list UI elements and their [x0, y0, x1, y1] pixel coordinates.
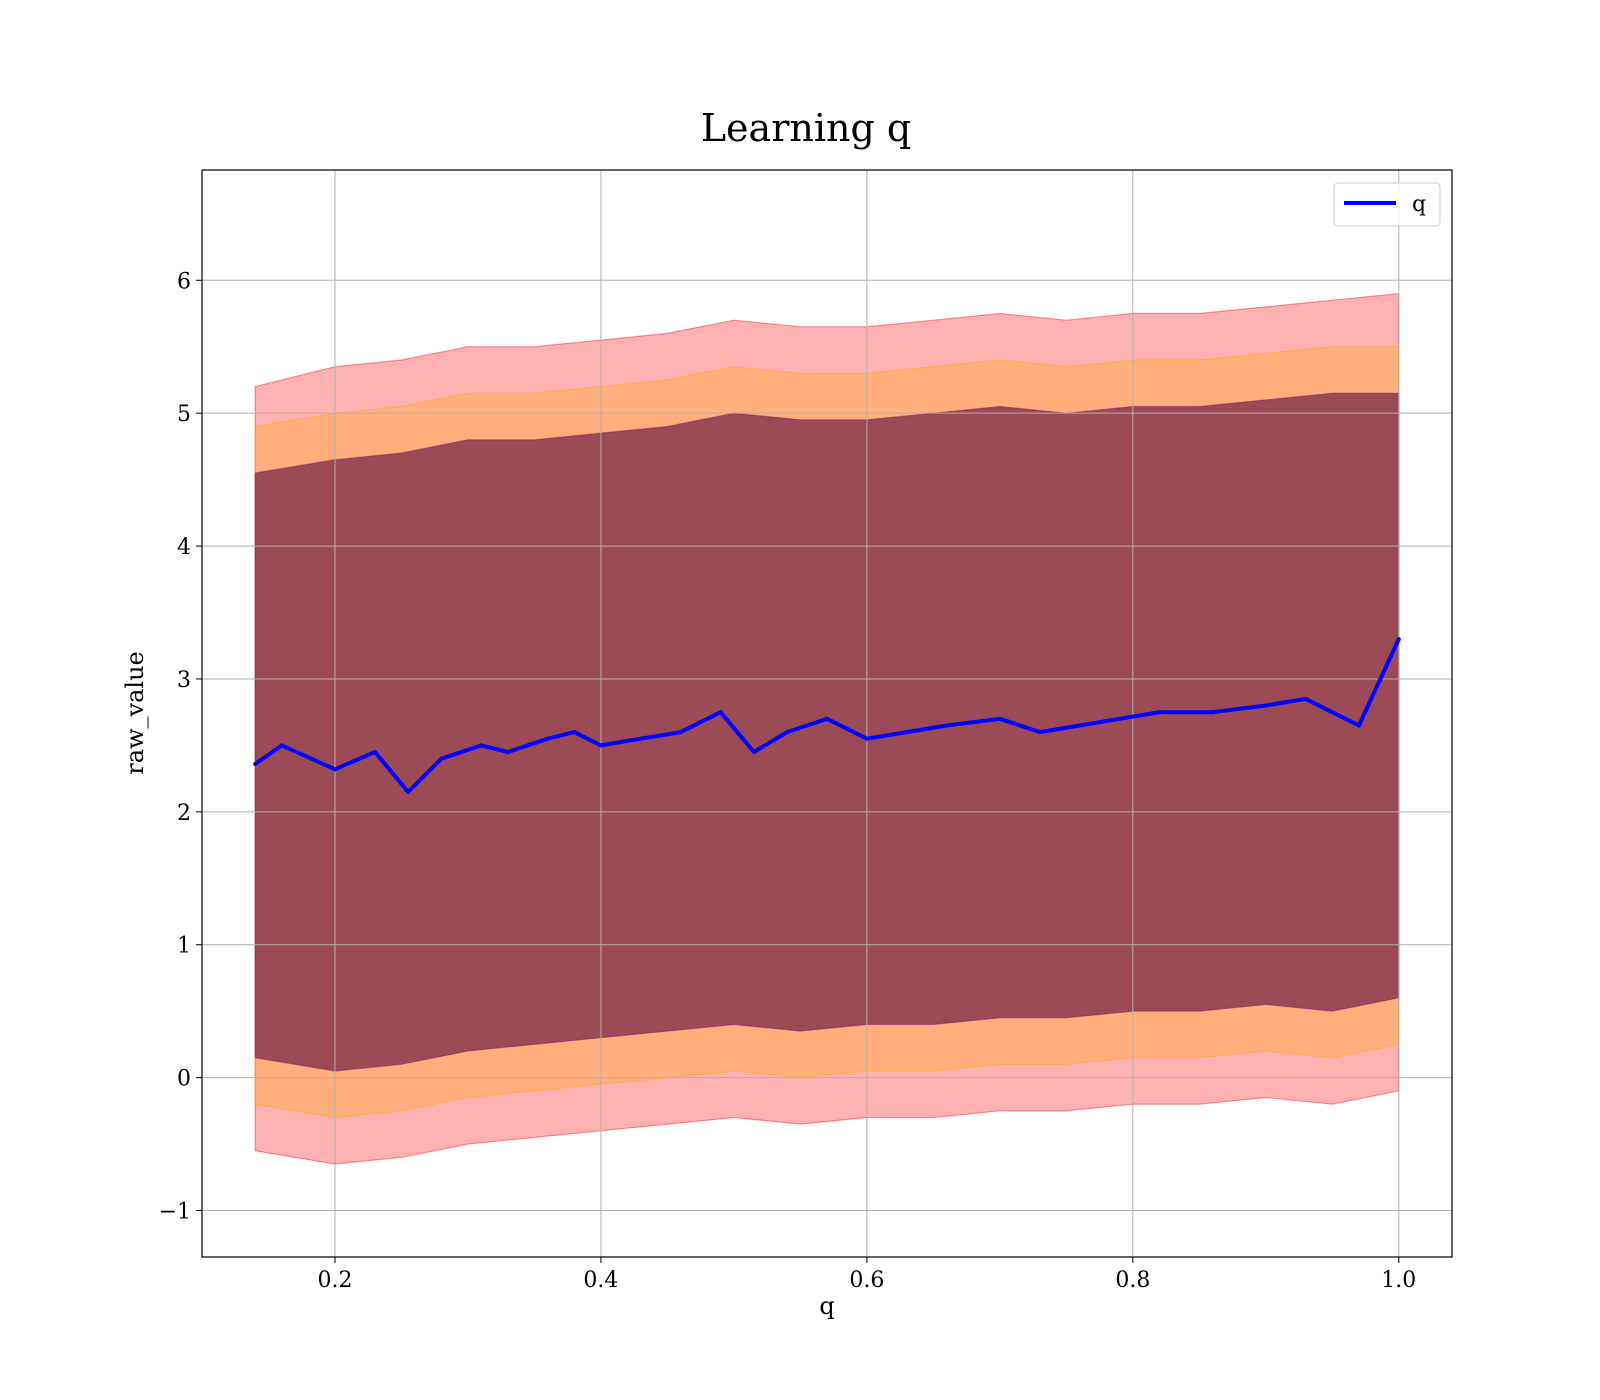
y-axis-ticks: −1 0 1 2 3 4 5 6: [159, 269, 202, 1224]
series-point: [279, 743, 284, 748]
series-point: [333, 767, 337, 772]
x-tick-label: 0.2: [317, 1268, 352, 1293]
series-point: [479, 743, 484, 748]
series-point: [253, 762, 258, 766]
series-point: [545, 736, 550, 741]
series-point: [1117, 716, 1122, 721]
series-point: [1157, 710, 1162, 715]
series-point: [439, 756, 444, 761]
series-point: [638, 736, 643, 741]
y-tick-label: 6: [177, 269, 191, 294]
series-line-q: [254, 638, 1401, 794]
series-point: [1356, 723, 1361, 728]
series-point: [751, 750, 756, 754]
plot-area-frame: [201, 169, 1453, 1258]
series-point: [372, 750, 377, 754]
series-point: [572, 730, 577, 735]
x-tick-label: 0.6: [849, 1268, 884, 1293]
y-axis-label: raw_value: [121, 651, 149, 775]
y-tick-label: 3: [177, 668, 191, 693]
legend: q: [1333, 182, 1441, 227]
y-tick-label: 5: [177, 402, 191, 427]
series-point: [1396, 637, 1401, 642]
series-point: [406, 789, 411, 794]
y-tick-label: 2: [177, 801, 191, 826]
series-q: [253, 637, 1401, 794]
series-point: [598, 743, 603, 748]
band-core: [255, 393, 1399, 1071]
x-axis-ticks: 0.2 0.4 0.6 0.8 1.0: [317, 1257, 1416, 1293]
grid: [202, 170, 1452, 1257]
legend-label-q: q: [1412, 192, 1426, 217]
series-point: [864, 736, 869, 741]
series-point: [1037, 730, 1042, 735]
chart-title: Learning q: [701, 106, 911, 150]
y-tick-label: 1: [177, 934, 191, 959]
series-point: [1077, 723, 1082, 728]
series-point: [1303, 696, 1308, 701]
x-tick-label: 1.0: [1381, 1268, 1416, 1293]
series-point: [1210, 710, 1215, 715]
x-tick-label: 0.8: [1115, 1268, 1150, 1293]
series-point: [1263, 703, 1268, 708]
confidence-bands: [254, 292, 1400, 1165]
series-point: [904, 730, 909, 735]
x-axis-label: q: [819, 1292, 834, 1320]
series-point: [505, 750, 510, 754]
y-tick-label: 0: [177, 1067, 191, 1092]
x-tick-label: 0.4: [583, 1268, 618, 1293]
series-point: [997, 716, 1002, 721]
series-point: [678, 730, 683, 735]
y-tick-label: −1: [159, 1199, 191, 1224]
series-point: [718, 710, 723, 715]
series-point: [944, 723, 949, 728]
series-point: [785, 730, 790, 735]
series-point: [825, 716, 829, 721]
y-tick-label: 4: [177, 535, 191, 560]
